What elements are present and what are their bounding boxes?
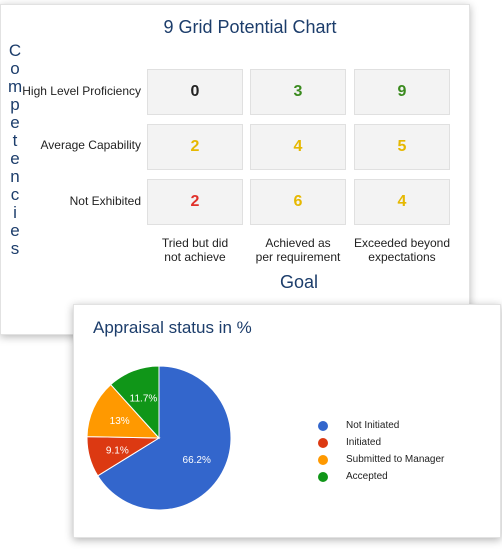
legend-dot-icon (318, 454, 328, 465)
pie-slice-label: 13% (110, 416, 130, 427)
column-label-line: Tried but did (161, 236, 229, 250)
y-axis-letter: s (10, 239, 20, 258)
y-axis-letter: i (13, 203, 17, 222)
pie-slice-label: 9.1% (106, 445, 129, 456)
legend-item[interactable]: Initiated (318, 434, 444, 451)
legend-item[interactable]: Accepted (318, 468, 444, 485)
appraisal-status-card: Appraisal status in % 66.2% 9.1% 13% 11.7% … (73, 304, 501, 538)
y-axis-letter: e (10, 113, 20, 132)
column-label-line: Exceeded beyond (353, 236, 451, 250)
y-axis-letter: n (10, 167, 20, 186)
grid-cell: 5 (354, 124, 450, 170)
y-axis-letter: C (8, 41, 22, 60)
row-label: Not Exhibited (69, 194, 141, 208)
grid-cell: 9 (354, 69, 450, 115)
legend-label: Submitted to Manager (346, 454, 445, 465)
y-axis-letter: p (10, 95, 20, 114)
grid-cell: 6 (250, 179, 346, 225)
pie-title: Appraisal status in % (93, 318, 252, 337)
column-label-line: expectations (368, 250, 436, 264)
y-axis-letter: e (10, 221, 20, 240)
pie-slice[interactable] (86, 383, 161, 439)
y-axis-letter: e (10, 149, 20, 168)
column-label-line: Achieved as (265, 236, 331, 250)
x-axis-label: Goal (280, 272, 319, 292)
grid-cell: 2 (147, 124, 243, 170)
legend-dot-icon (318, 437, 328, 448)
y-axis-letter: m (8, 77, 23, 96)
grid-cell: 4 (354, 179, 450, 225)
column-label-line: not achieve (164, 250, 226, 264)
column-label: Exceeded beyond expectations (347, 236, 457, 264)
grid-cell: 2 (147, 179, 243, 225)
legend-label: Not Initiated (346, 420, 400, 431)
column-label: Tried but did not achieve (140, 236, 250, 264)
pie-slice-label: 66.2% (183, 455, 211, 466)
legend-label: Accepted (346, 471, 388, 482)
legend-item[interactable]: Not Initiated (318, 417, 444, 434)
legend-label: Initiated (346, 437, 382, 448)
grid-cell: 3 (250, 69, 346, 115)
legend: Not Initiated Initiated Submitted to Manag… (318, 417, 444, 485)
legend-dot-icon (318, 420, 328, 431)
row-label: Average Capability (40, 138, 141, 152)
legend-item[interactable]: Submitted to Manager (318, 451, 444, 468)
grid-title: 9 Grid Potential Chart (163, 17, 337, 37)
y-axis-letter: c (10, 185, 20, 204)
pie-slice[interactable] (97, 365, 232, 511)
grid-cell: 0 (147, 69, 243, 115)
pie-slice-label: 11.7% (130, 394, 158, 405)
grid-cell: 4 (250, 124, 346, 170)
pie-slice[interactable] (110, 365, 160, 440)
pie-chart: 66.2% 9.1% 13%11.7% (86, 365, 232, 511)
column-label: Achieved as per requirement (243, 236, 353, 264)
y-axis-letter: o (10, 59, 20, 78)
row-label: High Level Proficiency (22, 84, 141, 98)
y-axis-letter: t (12, 131, 18, 150)
legend-dot-icon (318, 471, 328, 482)
column-label-line: per requirement (255, 250, 341, 264)
